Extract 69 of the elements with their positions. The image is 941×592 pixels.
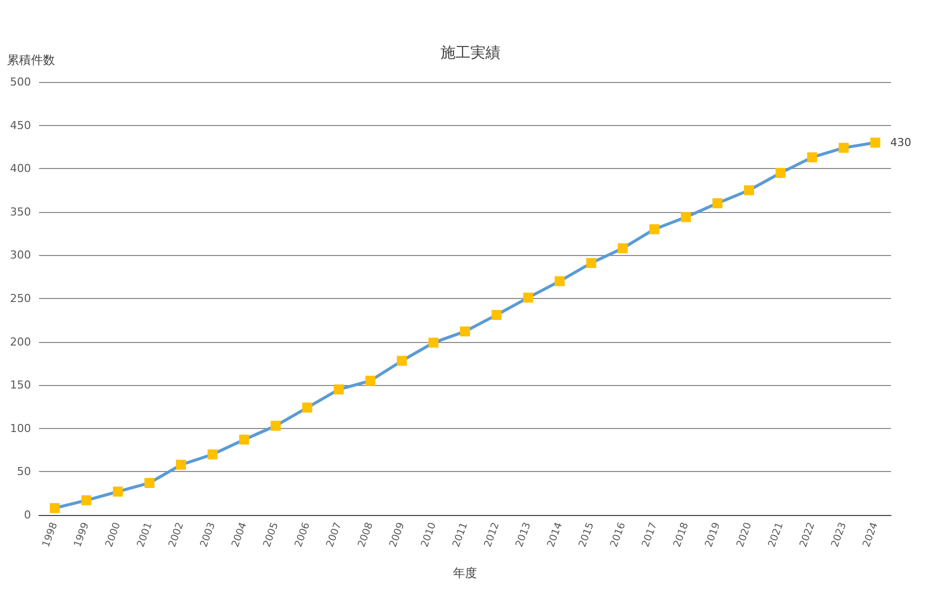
x-tick-label: 2020 [735,521,754,549]
x-tick-label: 2009 [388,521,408,549]
point [239,434,250,445]
point [144,478,154,488]
y-axis-title: 累積件数 [7,53,55,67]
x-tick-label: 2021 [766,521,786,549]
point [428,338,438,348]
chart-title: 施工実績 [440,44,500,62]
y-tick-label: 500 [10,76,31,88]
point [270,420,281,431]
x-tick-label: 2001 [136,521,155,549]
point [50,503,60,514]
y-tick-label: 450 [10,118,31,132]
point [523,292,534,303]
x-tick-label: 2012 [482,521,502,549]
x-tick-label: 2008 [356,521,376,549]
x-tick-label: 2019 [704,521,723,549]
point [838,142,849,153]
x-tick-label: 2004 [230,521,250,549]
point [712,198,722,208]
point [618,243,628,254]
x-tick-label: 2013 [514,521,534,549]
point [460,326,470,336]
point [334,384,344,394]
y-tick-label: 200 [10,335,31,348]
x-tick-label: 2006 [293,521,312,549]
x-tick-label: 2022 [798,521,818,549]
y-tick-label: 250 [10,292,31,305]
x-tick-label: 2002 [167,521,186,549]
y-tick-label: 350 [10,205,31,218]
x-tick-label: 1998 [40,521,60,549]
x-tick-label: 2014 [546,521,565,549]
point [586,258,596,268]
y-tick-label: 400 [10,162,31,176]
x-tick-label: 2003 [198,521,218,549]
point [807,152,818,162]
point [176,460,186,470]
y-tick-label: 100 [10,422,31,435]
point [776,168,786,178]
point [365,376,376,386]
x-axis-title: 年度 [453,566,477,580]
x-tick-label: 2023 [830,521,849,549]
x-tick-label: 2007 [324,521,344,549]
point [649,224,660,234]
data-label: 430 [890,136,912,150]
x-tick-label: 2015 [577,521,596,549]
point [302,402,312,413]
x-tick-label: 1999 [72,521,92,549]
x-tick-label: 2000 [104,521,124,549]
point [396,356,407,366]
point [208,449,218,460]
y-tick-label: 300 [10,248,31,262]
point [492,310,502,320]
x-tick-label: 2024 [861,521,880,549]
x-tick-label: 2010 [420,521,439,549]
y-tick-label: 0 [24,508,31,522]
point [744,185,754,196]
x-tick-label: 2016 [608,521,628,549]
y-tick-label: 150 [10,378,31,392]
y-tick-label: 50 [17,465,31,478]
x-tick-label: 2011 [451,521,470,549]
point [81,495,92,506]
point [554,276,565,286]
point [870,138,880,148]
point [112,486,123,497]
x-tick-label: 2018 [672,521,692,549]
point [680,212,691,222]
x-tick-label: 2005 [262,521,281,549]
x-tick-label: 2017 [640,521,660,549]
